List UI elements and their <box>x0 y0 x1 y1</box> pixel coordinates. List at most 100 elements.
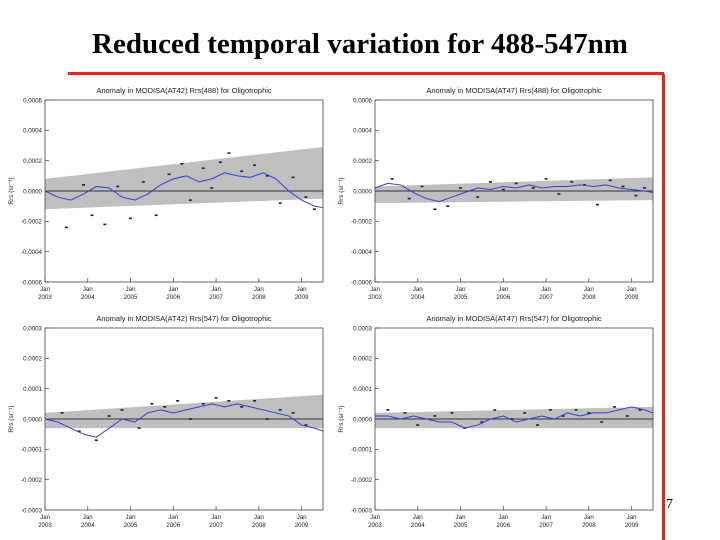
x-tick-year: 2006 <box>166 522 180 529</box>
y-tick-label: 0.0000 <box>23 416 42 423</box>
x-tick-year: 2004 <box>411 294 425 301</box>
x-tick-month: Jan <box>456 514 467 521</box>
data-point <box>176 400 180 402</box>
data-point <box>638 409 642 411</box>
y-tick-label: 0.0000 <box>353 416 372 423</box>
series-line <box>44 172 324 209</box>
data-point <box>548 409 552 411</box>
x-tick-year: 2009 <box>625 294 639 301</box>
data-point <box>129 217 133 220</box>
y-tick-label: -0.0001 <box>21 447 43 454</box>
y-tick-label: -0.0006 <box>351 279 373 286</box>
x-tick-year: 2006 <box>166 294 180 301</box>
data-point <box>642 187 646 189</box>
x-tick-year: 2007 <box>209 522 223 529</box>
data-point <box>420 185 424 188</box>
x-tick-month: Jan <box>498 286 509 293</box>
data-point <box>625 415 629 417</box>
y-tick-label: 0.0001 <box>353 386 372 393</box>
data-point <box>433 208 437 210</box>
confidence-band <box>375 406 653 429</box>
data-point <box>163 406 167 408</box>
x-tick-month: Jan <box>370 514 381 521</box>
x-tick-month: Jan <box>168 514 179 521</box>
y-tick-label: 0.0000 <box>23 188 42 195</box>
y-tick-label: -0.0002 <box>21 477 43 484</box>
data-point <box>201 403 205 405</box>
data-point <box>613 406 617 408</box>
y-axis-label: Rrs (sr⁻¹) <box>8 177 15 204</box>
y-tick-label: 0.0003 <box>353 325 372 332</box>
page-number: 7 <box>666 497 673 512</box>
data-point <box>103 223 107 226</box>
confidence-band <box>375 177 653 204</box>
x-tick-month: Jan <box>413 286 424 293</box>
y-tick-label: 0.0004 <box>353 128 372 135</box>
x-tick-year: 2006 <box>496 294 510 301</box>
x-tick-year: 2004 <box>411 522 425 529</box>
data-point <box>64 226 68 229</box>
x-tick-year: 2003 <box>368 294 382 301</box>
data-point <box>278 202 282 204</box>
confidence-band <box>45 147 323 210</box>
x-tick-year: 2008 <box>252 522 266 529</box>
chart-panel-2: Anomaly in MODISA(AT47) Rrs(488) for Oli… <box>335 82 660 307</box>
x-tick-month: Jan <box>254 286 265 293</box>
data-point <box>218 161 222 163</box>
data-point <box>167 173 171 176</box>
data-point <box>278 409 282 411</box>
x-tick-year: 2008 <box>252 294 266 301</box>
data-point <box>390 178 394 180</box>
data-point <box>433 415 437 417</box>
data-point <box>488 181 492 183</box>
data-point <box>595 203 599 206</box>
y-tick-label: -0.0006 <box>21 279 43 286</box>
data-point <box>446 205 450 207</box>
x-tick-month: Jan <box>211 514 222 521</box>
data-point <box>600 421 604 423</box>
x-tick-month: Jan <box>254 514 265 521</box>
chart-title: Anomaly in MODISA(AT42) Rrs(488) for Oli… <box>96 86 272 95</box>
data-point <box>291 176 295 179</box>
slide-title: Reduced temporal variation for 488-547nm <box>92 28 628 60</box>
chart-title: Anomaly in MODISA(AT47) Rrs(488) for Oli… <box>426 86 602 95</box>
y-tick-label: -0.0003 <box>351 507 373 514</box>
data-point <box>188 418 192 420</box>
data-point <box>407 197 411 200</box>
chart-rrs547-at42: Anomaly in MODISA(AT42) Rrs(547) for Oli… <box>8 314 324 529</box>
data-point <box>116 185 120 188</box>
chart-title: Anomaly in MODISA(AT47) Rrs(547) for Oli… <box>426 314 602 323</box>
y-tick-label: 0.0002 <box>353 158 372 165</box>
chart-panel-3: Anomaly in MODISA(AT42) Rrs(547) for Oli… <box>5 310 330 535</box>
data-point <box>514 182 518 185</box>
series-line <box>44 403 324 438</box>
data-point <box>60 412 64 414</box>
data-point <box>501 188 505 191</box>
chart-rrs547-at47: Anomaly in MODISA(AT47) Rrs(547) for Oli… <box>338 314 654 529</box>
data-point <box>536 424 540 426</box>
x-tick-month: Jan <box>40 286 51 293</box>
data-point <box>557 193 561 195</box>
x-tick-year: 2005 <box>454 294 468 301</box>
data-point <box>107 415 111 417</box>
y-tick-label: -0.0002 <box>351 219 373 226</box>
data-point <box>304 196 308 198</box>
x-tick-year: 2008 <box>582 294 596 301</box>
data-point <box>90 214 94 217</box>
data-point <box>77 430 81 432</box>
x-tick-year: 2004 <box>81 294 95 301</box>
x-tick-year: 2006 <box>496 522 510 529</box>
x-tick-month: Jan <box>584 514 595 521</box>
x-tick-month: Jan <box>126 514 137 521</box>
y-tick-label: 0.0002 <box>23 158 42 165</box>
y-axis-label: Rrs (sr⁻¹) <box>338 405 345 432</box>
x-tick-month: Jan <box>211 286 222 293</box>
x-tick-month: Jan <box>370 286 381 293</box>
data-point <box>587 412 591 414</box>
y-tick-label: -0.0002 <box>351 477 373 484</box>
data-point <box>227 152 231 154</box>
x-tick-month: Jan <box>83 514 94 521</box>
data-point <box>621 185 625 188</box>
y-tick-label: -0.0001 <box>351 447 373 454</box>
x-tick-year: 2009 <box>625 522 639 529</box>
